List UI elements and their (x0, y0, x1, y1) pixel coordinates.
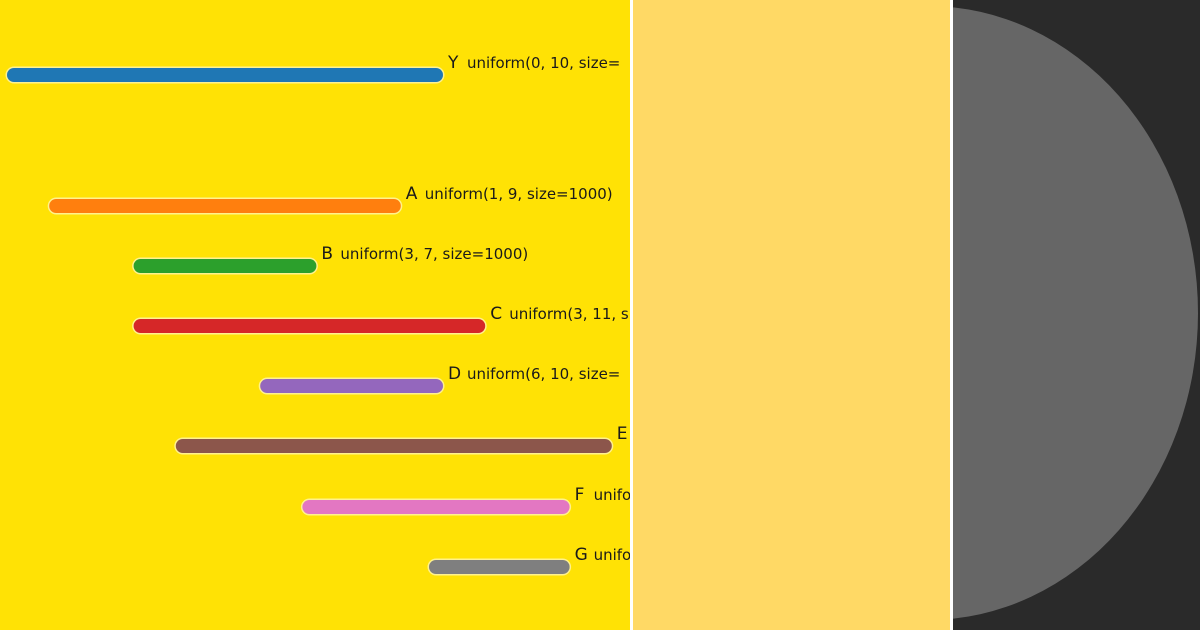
distribution-label-a: uniform(1, 9, size=1000) (425, 185, 613, 203)
distribution-label-b: uniform(3, 7, size=1000) (340, 245, 528, 263)
distribution-label-c: uniform(3, 11, s (509, 305, 629, 323)
bar-label-b: B (321, 244, 333, 264)
bar-label-f: F (575, 485, 585, 505)
bar-label-y: Y (447, 53, 459, 73)
gray-disc (953, 6, 1198, 620)
bar-label-d: D (448, 364, 461, 384)
panel-divider-right (950, 0, 953, 630)
panel-divider-left (630, 0, 633, 630)
distribution-label-d: uniform(6, 10, size= (467, 365, 620, 383)
distribution-label-f: unifor (594, 486, 630, 504)
blank-panel (633, 0, 950, 630)
bar-label-e: E (617, 424, 628, 444)
bar-label-c: C (490, 304, 502, 324)
bar-label-g: G (575, 545, 588, 565)
disc-panel (953, 0, 1200, 630)
distribution-label-y: uniform(0, 10, size= (467, 54, 620, 72)
distribution-label-g: unifo (594, 546, 630, 564)
bar-label-a: A (406, 184, 418, 204)
